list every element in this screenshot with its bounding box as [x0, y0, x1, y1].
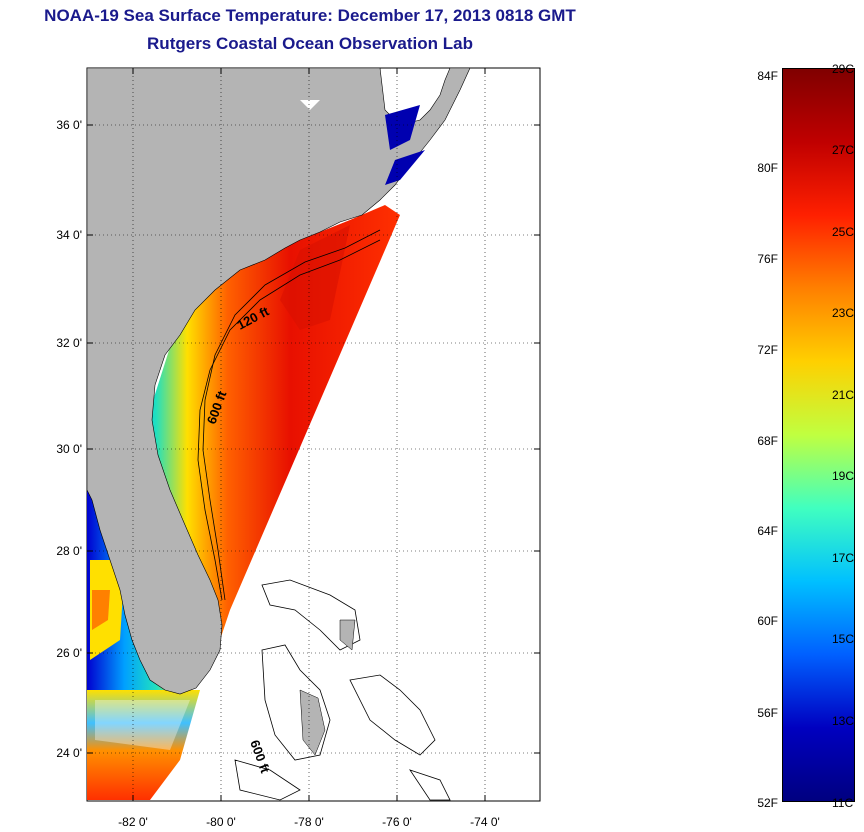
colorbar-f-label: 64F [757, 524, 778, 538]
lon-label: -74 0' [470, 815, 500, 829]
axis-ticks [87, 68, 540, 801]
lat-label: 26 0' [56, 646, 82, 660]
colorbar-c-label: 19C [832, 469, 855, 483]
colorbar-c-label: 15C [832, 632, 855, 646]
lat-label: 30 0' [56, 442, 82, 456]
lon-label: -78 0' [294, 815, 324, 829]
lon-label: -82 0' [118, 815, 148, 829]
lat-label: 32 0' [56, 336, 82, 350]
colorbar-f-label: 60F [757, 614, 778, 628]
temperature-colorbar [782, 68, 855, 802]
colorbar-f-label: 68F [757, 434, 778, 448]
lat-label: 34 0' [56, 228, 82, 242]
colorbar-c-label: 13C [832, 714, 855, 728]
lat-label: 36 0' [56, 118, 82, 132]
colorbar-c-label: 21C [832, 388, 855, 402]
isobath-contours [197, 229, 381, 601]
colorbar-f-label: 84F [757, 69, 778, 83]
map-title: NOAA-19 Sea Surface Temperature: Decembe… [44, 6, 576, 25]
colorbar-f-label: 52F [757, 796, 778, 810]
bahamas-land [299, 619, 356, 756]
lon-label: -76 0' [382, 815, 412, 829]
colorbar-c-label: 25C [832, 225, 855, 239]
lat-label: 24 0' [56, 746, 82, 760]
colorbar-f-label: 76F [757, 252, 778, 266]
lon-label: -80 0' [206, 815, 236, 829]
map-subtitle: Rutgers Coastal Ocean Observation Lab [147, 34, 473, 53]
colorbar-c-label: 17C [832, 551, 855, 565]
land-mass [86, 67, 471, 695]
colorbar-f-label: 72F [757, 343, 778, 357]
colorbar-c-label: 11C [832, 796, 854, 810]
lat-label: 28 0' [56, 544, 82, 558]
colorbar-c-label: 23C [832, 306, 855, 320]
colorbar-c-label: 29C [832, 62, 855, 76]
colorbar-f-label: 56F [757, 706, 778, 720]
colorbar-f-label: 80F [757, 161, 778, 175]
colorbar-c-label: 27C [832, 143, 855, 157]
